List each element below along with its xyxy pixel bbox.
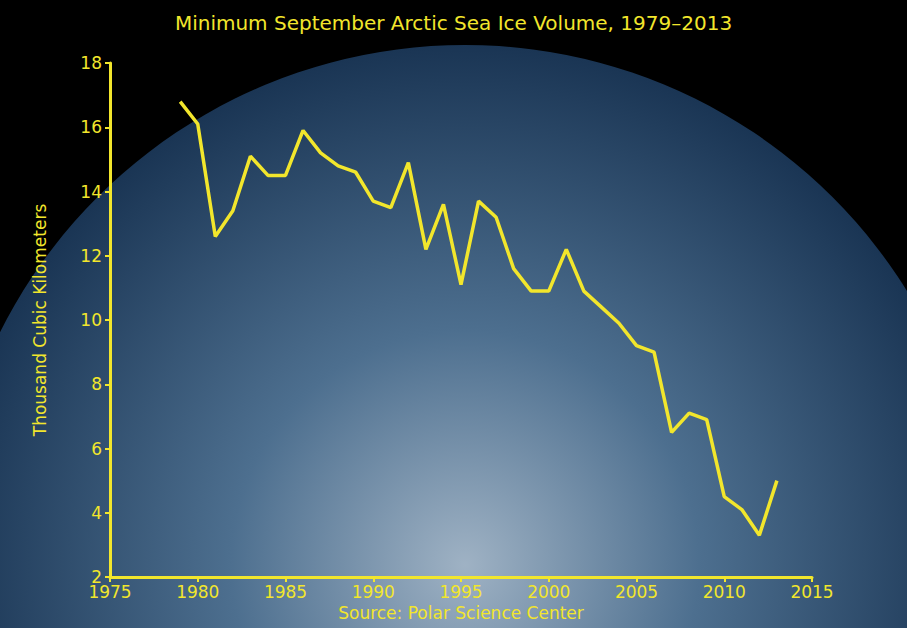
- svg-text:8: 8: [91, 374, 102, 394]
- svg-text:2: 2: [91, 567, 102, 587]
- svg-text:Minimum September Arctic Sea I: Minimum September Arctic Sea Ice Volume,…: [175, 11, 732, 35]
- svg-text:1995: 1995: [439, 582, 482, 602]
- svg-text:16: 16: [80, 117, 102, 137]
- svg-text:1985: 1985: [264, 582, 307, 602]
- svg-text:1990: 1990: [352, 582, 395, 602]
- svg-text:4: 4: [91, 503, 102, 523]
- svg-text:Source: Polar Science Center: Source: Polar Science Center: [338, 603, 584, 623]
- svg-text:1975: 1975: [88, 582, 131, 602]
- svg-text:2000: 2000: [527, 582, 570, 602]
- svg-text:2010: 2010: [703, 582, 746, 602]
- svg-text:2005: 2005: [615, 582, 658, 602]
- svg-text:12: 12: [80, 246, 102, 266]
- svg-text:6: 6: [91, 439, 102, 459]
- svg-text:18: 18: [80, 53, 102, 73]
- svg-text:10: 10: [80, 310, 102, 330]
- svg-text:2015: 2015: [790, 582, 833, 602]
- svg-text:Thousand Cubic Kilometers: Thousand Cubic Kilometers: [30, 204, 50, 438]
- svg-text:14: 14: [80, 182, 102, 202]
- svg-text:1980: 1980: [176, 582, 219, 602]
